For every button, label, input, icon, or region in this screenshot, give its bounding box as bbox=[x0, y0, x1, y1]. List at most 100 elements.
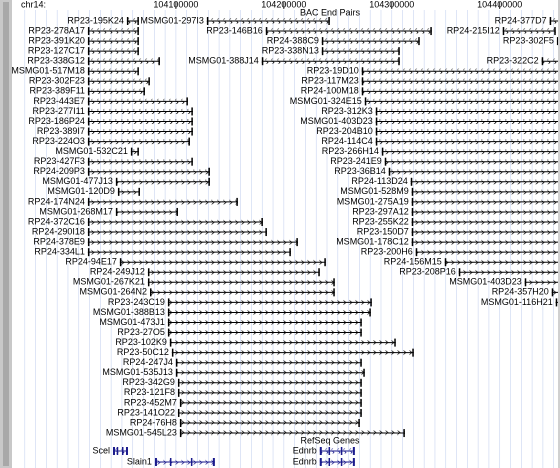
bac-end-pair[interactable] bbox=[458, 268, 560, 277]
bac-end-pair[interactable] bbox=[167, 298, 372, 307]
gene[interactable] bbox=[112, 447, 128, 455]
bac-end-pair[interactable] bbox=[321, 47, 400, 56]
bac-end-pair[interactable] bbox=[87, 127, 193, 136]
bac-end-pair[interactable] bbox=[381, 147, 560, 156]
bac-end-pair[interactable] bbox=[147, 268, 320, 277]
bac-end-pair[interactable] bbox=[150, 288, 335, 297]
bac-end-pair[interactable] bbox=[87, 218, 263, 226]
bac-end-pair[interactable] bbox=[206, 17, 330, 25]
item-end bbox=[410, 177, 413, 186]
item-end bbox=[360, 398, 362, 407]
bac-end-pair[interactable] bbox=[375, 107, 560, 116]
bac-end-pair[interactable] bbox=[87, 97, 188, 106]
item-end bbox=[265, 27, 268, 36]
item-hatch bbox=[375, 129, 558, 135]
item-end bbox=[119, 258, 122, 267]
bac-end-pair[interactable] bbox=[177, 378, 362, 387]
bac-end-pair[interactable] bbox=[87, 57, 160, 66]
bac-end-pair[interactable] bbox=[87, 37, 139, 46]
bac-end-pair[interactable] bbox=[119, 258, 326, 267]
gene[interactable] bbox=[154, 458, 215, 466]
bac-end-pair[interactable] bbox=[411, 228, 560, 237]
bac-end-pair[interactable] bbox=[411, 187, 560, 196]
bac-end-pair[interactable] bbox=[321, 37, 420, 46]
bac-end-pair[interactable] bbox=[87, 27, 139, 36]
item-hatch bbox=[388, 169, 558, 175]
bac-end-pair[interactable] bbox=[375, 137, 560, 146]
track-button[interactable] bbox=[3, 2, 9, 466]
item-hatch bbox=[87, 239, 298, 245]
bac-end-pair[interactable] bbox=[87, 228, 267, 237]
bac-end-pair[interactable] bbox=[265, 27, 432, 36]
bac-end-pair[interactable] bbox=[167, 308, 371, 317]
bac-end-pair[interactable] bbox=[87, 67, 139, 76]
item-hatch bbox=[364, 98, 558, 104]
bac-end-pair[interactable] bbox=[384, 157, 560, 166]
item-hatch bbox=[381, 149, 558, 155]
bac-end-pair[interactable] bbox=[115, 207, 178, 216]
bac-end-pair[interactable] bbox=[167, 328, 362, 337]
bac-end-pair[interactable] bbox=[87, 87, 145, 96]
bac-end-pair[interactable] bbox=[179, 419, 360, 427]
bac-end-pair[interactable] bbox=[411, 238, 560, 247]
bac-end-pair[interactable] bbox=[375, 117, 560, 126]
bac-end-pair[interactable] bbox=[410, 177, 560, 186]
bac-end-pair[interactable] bbox=[375, 127, 560, 136]
bac-end-pair[interactable] bbox=[87, 77, 150, 86]
bac-end-pair[interactable] bbox=[171, 348, 414, 357]
bac-end-pair[interactable] bbox=[388, 167, 560, 176]
bac-end-pair[interactable] bbox=[87, 117, 193, 126]
bac-end-pair[interactable] bbox=[361, 67, 560, 76]
bac-end-pair[interactable] bbox=[130, 147, 139, 156]
item-end bbox=[554, 27, 556, 36]
bac-end-pair[interactable] bbox=[361, 87, 560, 96]
item-label: RP23-127C17 bbox=[28, 46, 85, 56]
bac-end-pair[interactable] bbox=[87, 107, 193, 116]
bac-end-pair[interactable] bbox=[502, 27, 556, 36]
item-label: RP24-215I12 bbox=[447, 25, 500, 35]
item-end bbox=[206, 17, 209, 25]
bac-end-pair[interactable] bbox=[555, 298, 560, 307]
bac-end-pair[interactable] bbox=[551, 288, 560, 297]
bac-end-pair[interactable] bbox=[175, 358, 362, 367]
bac-end-pair[interactable] bbox=[411, 207, 560, 216]
bac-end-pair[interactable] bbox=[87, 167, 210, 176]
bac-end-pair[interactable] bbox=[549, 17, 560, 25]
bac-end-pair[interactable] bbox=[411, 197, 560, 206]
item-end bbox=[191, 107, 193, 116]
bac-end-pair[interactable] bbox=[444, 258, 560, 267]
bac-end-pair[interactable] bbox=[179, 429, 405, 438]
item-hatch bbox=[375, 119, 558, 124]
item-end bbox=[87, 197, 90, 206]
item-end bbox=[375, 137, 378, 146]
bac-end-pair[interactable] bbox=[117, 187, 140, 196]
bac-end-pair[interactable] bbox=[541, 57, 560, 66]
bac-end-pair[interactable] bbox=[87, 137, 190, 146]
bac-end-pair[interactable] bbox=[364, 97, 560, 106]
bac-end-pair[interactable] bbox=[261, 57, 400, 66]
bac-end-pair[interactable] bbox=[87, 238, 298, 247]
bac-end-pair[interactable] bbox=[179, 398, 362, 407]
gene[interactable] bbox=[319, 447, 355, 455]
bac-end-pair[interactable] bbox=[115, 177, 210, 186]
bac-end-pair[interactable] bbox=[87, 197, 238, 206]
item-end bbox=[137, 47, 139, 56]
bac-end-pair[interactable] bbox=[175, 368, 365, 377]
item-hatch bbox=[444, 259, 558, 265]
bac-end-pair[interactable] bbox=[361, 77, 560, 86]
bac-end-pair[interactable] bbox=[177, 388, 362, 397]
bac-end-pair[interactable] bbox=[87, 248, 291, 257]
bac-end-pair[interactable] bbox=[167, 318, 362, 327]
bac-end-pair[interactable] bbox=[87, 157, 193, 166]
gene[interactable] bbox=[319, 458, 355, 466]
bac-end-pair[interactable] bbox=[411, 218, 560, 226]
bac-end-pair[interactable] bbox=[524, 278, 560, 287]
bac-end-pair[interactable] bbox=[169, 338, 396, 347]
item-hatch bbox=[87, 169, 210, 175]
bac-end-pair[interactable] bbox=[415, 248, 560, 257]
bac-end-pair[interactable] bbox=[177, 408, 362, 417]
bac-end-pair[interactable] bbox=[126, 17, 139, 25]
bac-end-pair[interactable] bbox=[556, 37, 560, 46]
bac-end-pair[interactable] bbox=[147, 278, 335, 287]
bac-end-pair[interactable] bbox=[87, 47, 139, 56]
